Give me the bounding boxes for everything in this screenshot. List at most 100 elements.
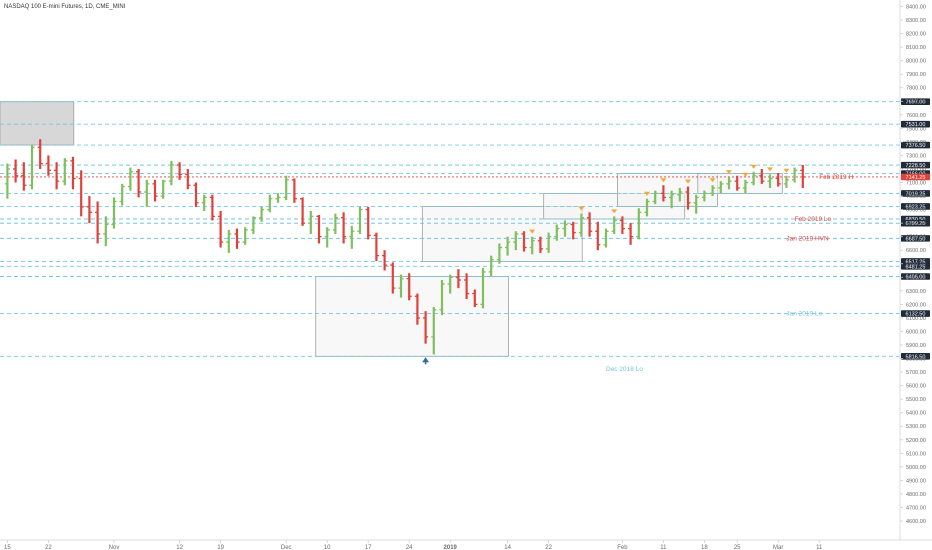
ohlc-bar <box>300 197 306 226</box>
ohlc-bar <box>685 186 691 210</box>
signal-marker <box>709 178 716 183</box>
price-tick-label: 5100.00 <box>906 451 926 457</box>
ohlc-bar <box>701 190 707 202</box>
price-tick-label: 8400.00 <box>906 5 926 11</box>
level-tag-label: 6132.50 <box>906 312 926 318</box>
price-tick-label: 5500.00 <box>906 397 926 403</box>
ohlc-bar <box>37 139 43 169</box>
price-tick-label: 5400.00 <box>906 411 926 417</box>
price-tick-label: 5700.00 <box>906 370 926 376</box>
ohlc-bar <box>423 311 429 344</box>
ohlc-bar <box>341 212 347 244</box>
ohlc-bar <box>636 208 642 240</box>
ohlc-bar <box>611 216 617 234</box>
ohlc-bar <box>259 206 265 222</box>
level-annotation: Jan 2019 HVN <box>786 236 829 243</box>
price-tick-label: 5300.00 <box>906 424 926 430</box>
ohlc-bar <box>29 144 35 190</box>
time-tick-label: Nov <box>109 545 120 550</box>
ohlc-bar <box>218 210 224 248</box>
price-tick-label: 6100.00 <box>906 316 926 322</box>
ohlc-bar <box>119 183 125 206</box>
level-tag-label: 7531.00 <box>906 122 926 128</box>
ohlc-bar <box>775 173 781 187</box>
level-tag-label: 6517.25 <box>906 259 926 265</box>
time-tick-label: 19 <box>217 545 224 550</box>
ohlc-bar <box>578 213 584 237</box>
ohlc-bar <box>250 216 256 234</box>
price-tick-label: 7000.00 <box>906 194 926 200</box>
price-tick-label: 5200.00 <box>906 438 926 444</box>
ohlc-bar <box>111 197 117 229</box>
price-axis: 8400.00 8300.00 8200.00 8100.00 8000.00 7900.… <box>900 5 926 525</box>
ohlc-bar <box>201 194 207 211</box>
ohlc-bar <box>382 250 388 271</box>
chart-title: NASDAQ 100 E-mini Futures, 1D, CME_MINI <box>4 4 126 10</box>
ohlc-bar <box>734 175 740 191</box>
price-tick-label: 5600.00 <box>906 384 926 390</box>
price-tick-label: 6200.00 <box>906 302 926 308</box>
markers-layer <box>422 164 790 365</box>
ohlc-bar <box>193 182 199 207</box>
ohlc-bar <box>751 171 757 186</box>
ohlc-bar <box>595 221 601 251</box>
ohlc-bar <box>677 187 683 202</box>
signal-marker <box>726 170 732 175</box>
price-tick-label: 8200.00 <box>906 32 926 38</box>
level-tag-label: 6406.00 <box>906 274 926 280</box>
ohlc-bar <box>619 216 625 234</box>
bars-layer <box>4 139 806 355</box>
ohlc-bar <box>587 212 593 237</box>
level-annotation: Feb 2019 Lo <box>795 216 832 223</box>
time-tick-label: Feb <box>617 545 628 550</box>
ohlc-bar <box>439 280 445 316</box>
ohlc-bar <box>660 185 666 202</box>
price-tick-label: 5900.00 <box>906 343 926 349</box>
ohlc-bar <box>45 155 51 176</box>
signal-marker <box>783 168 790 173</box>
time-tick-label: 15 <box>4 545 11 550</box>
ohlc-bar <box>275 193 281 203</box>
price-tick-label: 6700.00 <box>906 235 926 241</box>
ohlc-bar <box>505 236 511 256</box>
ohlc-bar <box>644 198 650 217</box>
ohlc-bar <box>652 190 658 205</box>
signal-marker <box>529 229 536 234</box>
ohlc-bar <box>357 206 363 234</box>
ohlc-bar <box>496 243 502 264</box>
ohlc-bar <box>480 267 486 309</box>
ohlc-bar <box>21 162 27 191</box>
level-tag <box>901 203 930 210</box>
level-tag <box>901 120 930 128</box>
price-tick-label: 6300.00 <box>906 289 926 295</box>
price-tick-label: 7200.00 <box>906 167 926 173</box>
price-tick-label: 5800.00 <box>906 357 926 363</box>
ohlc-bar <box>693 194 699 214</box>
ohlc-bar <box>168 160 174 186</box>
time-tick-label: 22 <box>45 545 52 550</box>
price-tick-label: 7600.00 <box>906 113 926 119</box>
ohlc-bar <box>718 181 724 194</box>
ohlc-bar <box>177 162 183 180</box>
ohlc-bar <box>414 293 420 325</box>
price-tick-label: 6500.00 <box>906 262 926 268</box>
ohlc-bar <box>86 196 92 224</box>
ohlc-bar <box>447 274 453 294</box>
level-tag <box>901 173 930 181</box>
levels-layer: 7697.007531.007376.507228.507166.007141.… <box>0 98 930 360</box>
ohlc-bar <box>70 156 76 190</box>
time-tick-label: 2019 <box>444 545 458 550</box>
ohlc-bar <box>742 179 748 194</box>
price-tick-label: 8000.00 <box>906 59 926 65</box>
ohlc-bar <box>54 162 60 190</box>
level-tag-label: 7376.50 <box>906 143 926 149</box>
signal-marker <box>644 191 650 196</box>
ohlc-bar <box>488 255 494 276</box>
ohlc-bar <box>783 175 789 188</box>
zones-layer <box>0 101 783 357</box>
level-tag <box>901 141 930 149</box>
time-tick-label: 14 <box>504 545 511 550</box>
signal-marker <box>742 172 749 177</box>
ohlc-bar <box>136 168 142 198</box>
